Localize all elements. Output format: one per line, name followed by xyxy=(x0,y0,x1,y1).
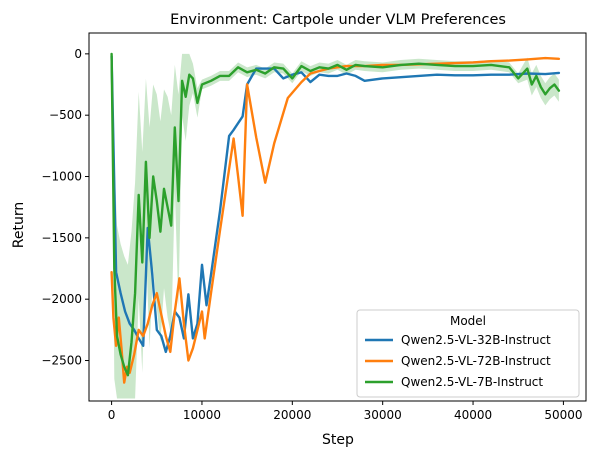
legend-title: Model xyxy=(450,314,486,328)
x-tick-label: 0 xyxy=(108,408,116,422)
y-tick-label: −500 xyxy=(49,108,82,122)
series-line-3 xyxy=(110,52,561,377)
legend-box xyxy=(356,309,580,398)
chart-title: Environment: Cartpole under VLM Preferen… xyxy=(170,12,506,28)
series-line-1 xyxy=(110,55,561,354)
series-layer xyxy=(110,52,561,384)
plot-frame xyxy=(88,32,587,402)
legend: Model Qwen2.5-VL-32B-Instruct Qwen2.5-VL-7… xyxy=(356,309,580,398)
x-tick-label: 40000 xyxy=(454,408,492,422)
x-axis-title: Step xyxy=(322,432,354,448)
axes-layer: 0 10000 20000 30000 40000 50000 0 −500 −1000 −150… xyxy=(41,32,587,422)
y-tick-label: −1000 xyxy=(41,170,82,184)
y-tick-label: 0 xyxy=(74,47,82,61)
x-tick-label: 30000 xyxy=(364,408,402,422)
x-tick-label: 20000 xyxy=(273,408,311,422)
x-tick-label: 50000 xyxy=(544,408,582,422)
legend-entry-2: Qwen2.5-VL-72B-Instruct xyxy=(401,354,551,368)
y-tick-label: −2000 xyxy=(41,292,82,306)
legend-entry-3: Qwen2.5-VL-7B-Instruct xyxy=(401,375,543,389)
x-tick-label: 10000 xyxy=(183,408,221,422)
legend-entry-1: Qwen2.5-VL-32B-Instruct xyxy=(401,333,551,347)
y-tick-label: −1500 xyxy=(41,231,82,245)
y-tick-label: −2500 xyxy=(41,354,82,368)
y-axis-title: Return xyxy=(11,202,27,248)
